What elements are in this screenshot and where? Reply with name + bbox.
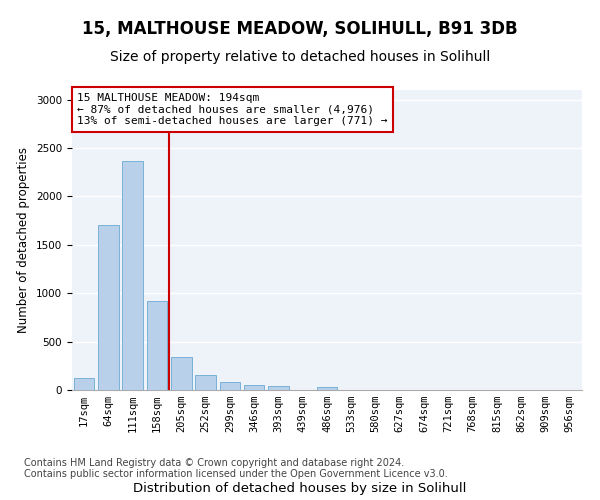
Text: Distribution of detached houses by size in Solihull: Distribution of detached houses by size … <box>133 482 467 495</box>
Text: Size of property relative to detached houses in Solihull: Size of property relative to detached ho… <box>110 50 490 64</box>
Text: 15, MALTHOUSE MEADOW, SOLIHULL, B91 3DB: 15, MALTHOUSE MEADOW, SOLIHULL, B91 3DB <box>82 20 518 38</box>
Bar <box>122 160 143 390</box>
Text: 15 MALTHOUSE MEADOW: 194sqm
← 87% of detached houses are smaller (4,976)
13% of : 15 MALTHOUSE MEADOW: 194sqm ← 87% of det… <box>77 93 388 126</box>
Bar <box>98 226 119 390</box>
Bar <box>146 301 167 390</box>
Bar <box>74 378 94 390</box>
Bar <box>317 387 337 390</box>
Bar <box>268 386 289 390</box>
Bar <box>244 384 265 390</box>
Text: Contains HM Land Registry data © Crown copyright and database right 2024.
Contai: Contains HM Land Registry data © Crown c… <box>24 458 448 479</box>
Bar <box>195 375 216 390</box>
Bar <box>220 382 240 390</box>
Bar <box>171 356 191 390</box>
Y-axis label: Number of detached properties: Number of detached properties <box>17 147 31 333</box>
